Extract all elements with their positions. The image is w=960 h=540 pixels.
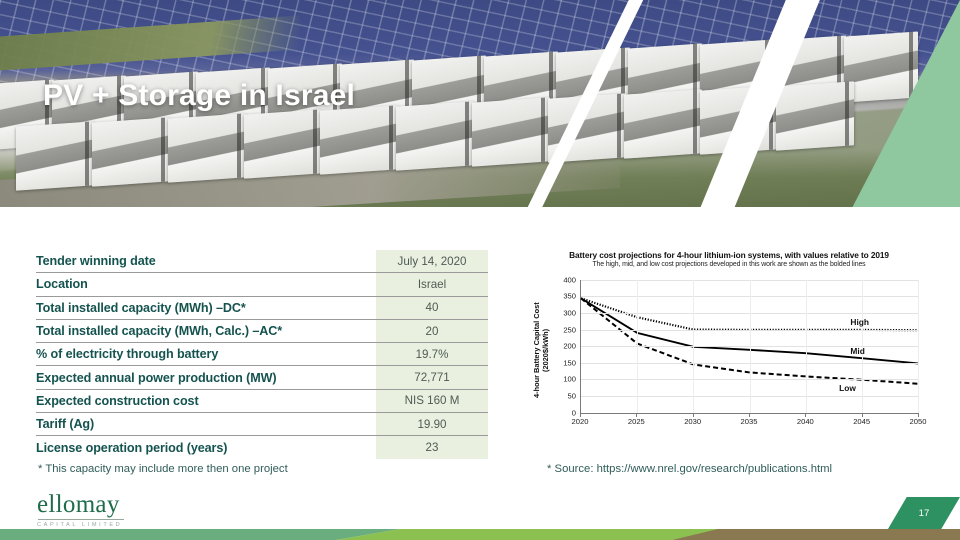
vertical-gridline: [918, 279, 919, 413]
y-tick-label: 150: [563, 358, 576, 368]
series-label-low: Low: [839, 383, 856, 394]
hero-banner: PV + Storage in Israel: [0, 0, 960, 207]
spec-value: 23: [376, 435, 488, 459]
x-tick-label: 2035: [740, 416, 758, 426]
x-tick-mark: [861, 412, 863, 417]
page-number-badge: 17: [888, 497, 960, 529]
vertical-gridline: [861, 279, 863, 413]
spec-value: 20: [376, 319, 488, 344]
spec-label: Total installed capacity (MWh, Calc.) –A…: [36, 319, 376, 344]
vertical-gridline: [693, 279, 695, 413]
spec-label: License operation period (years): [36, 440, 228, 455]
chart-title: Battery cost projections for 4-hour lith…: [569, 250, 889, 260]
table-row: Expected construction cost NIS 160 M: [36, 389, 488, 414]
logo-wordmark: ellomay: [37, 491, 120, 518]
x-tick-mark: [636, 412, 638, 417]
spec-label: Total installed capacity (MWh) –DC*: [36, 296, 376, 320]
y-tick-label: 250: [563, 325, 576, 335]
spec-value: July 14, 2020: [376, 250, 488, 274]
table-row: License operation period (years) 23: [36, 435, 488, 459]
table-row: Expected annual power production (MW) 72…: [36, 365, 488, 390]
spec-label: Location: [36, 272, 376, 297]
chart-y-axis-label: 4-hour Battery Capital Cost (2020$/kWh): [531, 301, 550, 398]
footer-color-bar: [0, 529, 960, 540]
x-tick-label: 2025: [627, 416, 645, 426]
x-tick-mark: [918, 412, 919, 417]
x-tick-mark: [692, 412, 694, 417]
x-tick-label: 2030: [684, 416, 702, 426]
table-row: Location Israel: [36, 272, 488, 297]
table-row: Tariff (Ag) 19.90: [36, 412, 488, 437]
vertical-gridline: [637, 279, 639, 413]
battery-container-row: [0, 31, 960, 198]
spec-value: Israel: [376, 272, 488, 297]
spec-label: Tender winning date: [36, 250, 376, 274]
chart-x-ticks: 2020 2025 2030 2035 2040 2045 2050: [572, 412, 926, 431]
spec-value: 19.7%: [376, 342, 488, 367]
table-row: Total installed capacity (MWh, Calc.) –A…: [36, 319, 488, 344]
spec-table-body: Tender winning date July 14, 2020 Locati…: [36, 250, 488, 459]
table-row: % of electricity through battery 19.7%: [36, 342, 488, 367]
company-logo: ellomay CAPITAL LIMITED: [37, 492, 124, 528]
y-tick-label: 0: [571, 408, 576, 418]
x-tick-label: 2020: [571, 416, 589, 426]
series-label-high: High: [850, 316, 869, 327]
spec-value: NIS 160 M: [376, 389, 488, 414]
footer-bar-green: [336, 529, 736, 540]
vertical-gridline: [805, 279, 807, 413]
spec-value: 19.90: [376, 412, 488, 437]
y-tick-label: 300: [563, 308, 576, 318]
page-title: PV + Storage in Israel: [43, 79, 356, 112]
table-row: Total installed capacity (MWh) –DC* 40: [36, 296, 488, 320]
logo-divider: [38, 519, 124, 520]
spec-value: 72,771: [376, 365, 488, 390]
footer-bar-brown: [672, 529, 960, 540]
x-tick-mark: [749, 412, 750, 417]
spec-value: 40: [376, 296, 488, 320]
table-row: Tender winning date July 14, 2020: [36, 250, 488, 274]
y-tick-label: 50: [567, 391, 576, 401]
footer-bar-teal: [0, 529, 400, 540]
spec-label: Expected construction cost: [36, 389, 376, 414]
x-tick-label: 2050: [909, 416, 927, 426]
y-tick-label: 100: [563, 374, 576, 384]
vertical-gridline: [749, 279, 751, 413]
chart-gridlines: [580, 279, 919, 414]
chart-subtitle: The high, mid, and low cost projections …: [592, 261, 866, 269]
spec-label: % of electricity through battery: [36, 342, 376, 367]
y-tick-label: 350: [563, 291, 576, 301]
y-tick-label: 400: [563, 275, 576, 285]
x-tick-label: 2040: [796, 416, 814, 426]
x-tick-label: 2045: [853, 416, 871, 426]
spec-label: Expected annual power production (MW): [36, 365, 376, 390]
series-label-mid: Mid: [850, 345, 865, 356]
x-tick-mark: [805, 412, 807, 417]
table-footnote: * This capacity may include more then on…: [38, 463, 288, 475]
project-spec-table: Tender winning date July 14, 2020 Locati…: [36, 250, 488, 459]
spec-label: Tariff (Ag): [36, 412, 376, 437]
chart-plot-area: 4-hour Battery Capital Cost (2020$/kWh) …: [531, 275, 927, 436]
y-tick-label: 200: [563, 341, 576, 351]
chart-y-ticks: 0 50 100 150 200 250 300 350 400: [550, 275, 578, 417]
x-tick-mark: [580, 412, 581, 417]
chart-source-note: * Source: https://www.nrel.gov/research/…: [547, 463, 833, 475]
logo-tagline: CAPITAL LIMITED: [37, 521, 123, 528]
battery-cost-chart: Battery cost projections for 4-hour lith…: [531, 250, 927, 450]
